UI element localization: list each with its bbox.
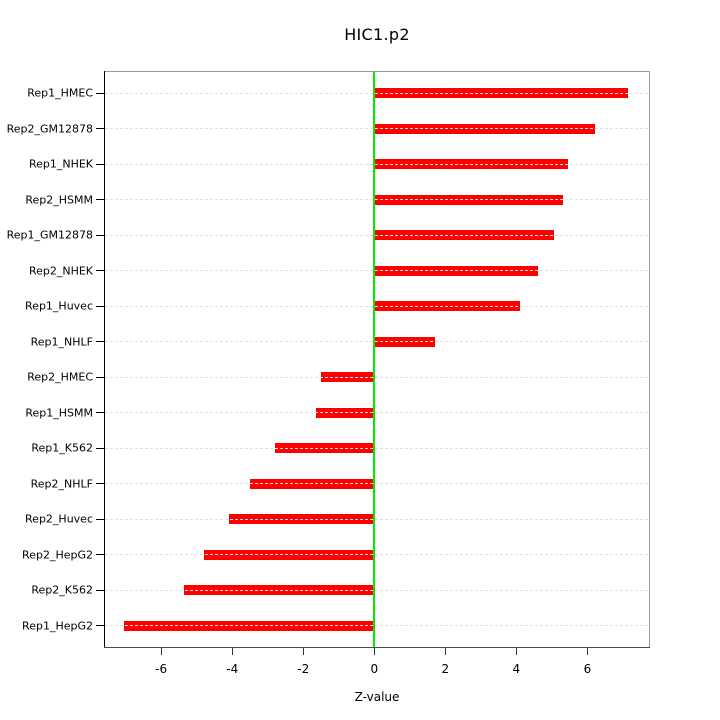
x-tick-label: 6	[583, 662, 592, 676]
y-axis-label: Rep2_HSMM	[25, 193, 93, 206]
y-axis-tick	[96, 483, 104, 484]
y-axis-label: Rep2_NHLF	[30, 477, 93, 490]
x-axis-tick	[586, 648, 588, 655]
gridline	[105, 234, 649, 236]
x-axis-tick	[515, 648, 517, 655]
y-axis-label: Rep2_Huvec	[25, 512, 93, 526]
gridline	[105, 376, 649, 378]
y-axis-tick	[96, 270, 104, 271]
x-tick-label: 4	[512, 662, 521, 676]
x-axis-tick	[444, 648, 446, 655]
y-axis-tick	[96, 376, 104, 378]
x-tick-label: 0	[370, 662, 379, 676]
zero-reference-line	[373, 72, 376, 647]
y-axis-label: Rep2_NHEK	[28, 264, 93, 277]
x-tick-label: -6	[155, 662, 168, 676]
gridline	[105, 92, 649, 94]
x-tick-label: -2	[297, 662, 310, 676]
gridline	[105, 128, 649, 129]
y-axis-tick	[96, 341, 104, 342]
gridline	[105, 305, 649, 307]
y-axis-tick	[96, 199, 104, 200]
y-axis-tick	[96, 305, 104, 307]
gridline	[105, 199, 649, 200]
gridline	[105, 412, 649, 413]
y-axis-label: Rep2_HMEC	[27, 370, 93, 384]
x-axis-tick	[160, 648, 162, 655]
gridline	[105, 163, 649, 165]
y-axis-tick	[96, 163, 104, 165]
gridline	[105, 341, 649, 342]
y-axis-label: Rep2_GM12878	[6, 122, 93, 135]
y-axis-tick	[96, 92, 104, 94]
x-axis-tick	[302, 648, 304, 655]
gridline	[105, 518, 649, 520]
y-axis-tick	[96, 128, 104, 129]
y-axis-label: Rep1_GM12878	[6, 228, 93, 242]
gridline	[105, 554, 649, 555]
gridline	[105, 270, 649, 271]
y-axis-label: Rep1_NHLF	[30, 335, 93, 348]
y-axis-label: Rep1_HMEC	[27, 86, 93, 100]
x-axis-tick	[231, 648, 233, 655]
x-tick-label: 2	[441, 662, 450, 676]
y-axis-label: Rep1_HepG2	[22, 619, 93, 632]
y-axis-label: Rep1_K562	[31, 441, 93, 455]
x-axis-title: Z-value	[354, 690, 400, 704]
y-axis-tick	[96, 625, 104, 626]
y-axis-label: Rep1_Huvec	[25, 299, 93, 313]
x-axis-line	[104, 647, 650, 648]
chart-title: HIC1.p2	[344, 25, 410, 44]
y-axis-line	[104, 71, 105, 648]
y-axis-tick	[96, 518, 104, 520]
gridline	[105, 447, 649, 449]
y-axis-label: Rep1_HSMM	[25, 406, 93, 419]
y-axis-tick	[96, 412, 104, 413]
gridline	[105, 589, 649, 591]
x-tick-label: -4	[226, 662, 239, 676]
x-axis-tick	[373, 648, 375, 655]
y-axis-tick	[96, 589, 104, 591]
gridline	[105, 483, 649, 484]
y-axis-tick	[96, 554, 104, 555]
y-axis-label: Rep2_HepG2	[22, 548, 93, 561]
y-axis-tick	[96, 447, 104, 449]
gridline	[105, 625, 649, 626]
plot-area-box	[104, 71, 650, 648]
y-axis-tick	[96, 234, 104, 236]
y-axis-label: Rep1_NHEK	[28, 157, 93, 171]
y-axis-label: Rep2_K562	[31, 583, 93, 597]
